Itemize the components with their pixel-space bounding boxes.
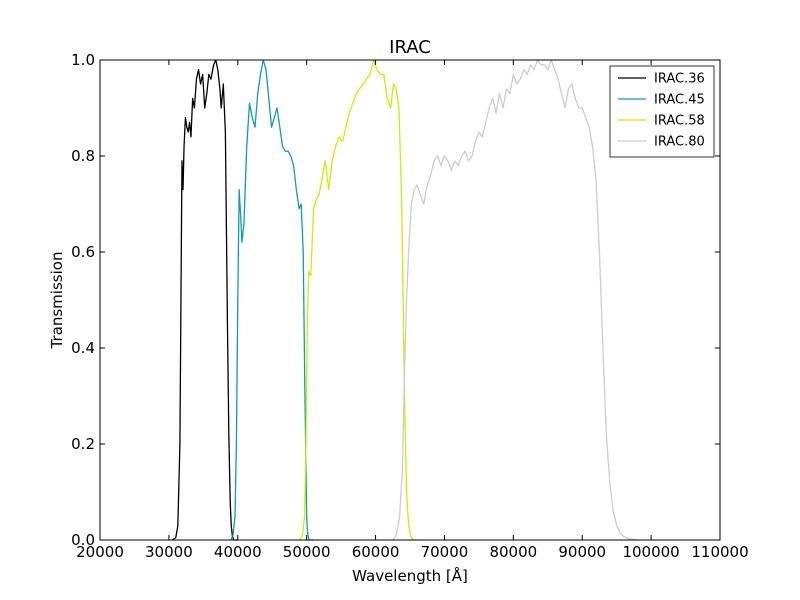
- series-line-irac-80: [392, 59, 638, 541]
- legend-entry-label: IRAC.58: [654, 114, 705, 129]
- x-tick-label: 40000: [214, 543, 262, 561]
- legend: IRAC.36 IRAC.45 IRAC.58 IRAC.80: [609, 65, 715, 158]
- plot-frame: [99, 59, 721, 541]
- series-line-irac-58: [299, 59, 417, 541]
- y-tick-label: 0.0: [71, 531, 95, 549]
- x-tick-label: 100000: [622, 543, 679, 561]
- y-tick-label: 0.8: [71, 147, 95, 165]
- legend-entry-label: IRAC.80: [654, 135, 705, 150]
- series-line-irac-36: [171, 59, 238, 541]
- x-tick-label: 80000: [489, 543, 537, 561]
- legend-entry-label: IRAC.36: [654, 72, 705, 87]
- x-tick-label: 60000: [352, 543, 400, 561]
- series-layer: [171, 59, 638, 541]
- chart-title: IRAC: [389, 37, 431, 58]
- x-tick-label: 30000: [145, 543, 193, 561]
- y-tick-label: 0.6: [71, 243, 95, 261]
- series-line-irac-45: [230, 59, 314, 541]
- y-tick-label: 0.2: [71, 435, 95, 453]
- legend-box: [609, 65, 715, 158]
- y-axis-label: Transmission: [48, 252, 66, 350]
- ticks-layer: 20000 30000 40000 50000 60000 70000 80000 90000…: [71, 51, 748, 561]
- x-tick-label: 50000: [283, 543, 331, 561]
- x-tick-label: 110000: [691, 543, 748, 561]
- y-tick-label: 0.4: [71, 339, 95, 357]
- x-axis-label: Wavelength [Å]: [352, 566, 468, 585]
- x-tick-label: 90000: [558, 543, 606, 561]
- y-tick-label: 1.0: [71, 51, 95, 69]
- x-tick-label: 20000: [76, 543, 124, 561]
- legend-entry-label: IRAC.45: [654, 93, 705, 108]
- x-tick-label: 70000: [421, 543, 469, 561]
